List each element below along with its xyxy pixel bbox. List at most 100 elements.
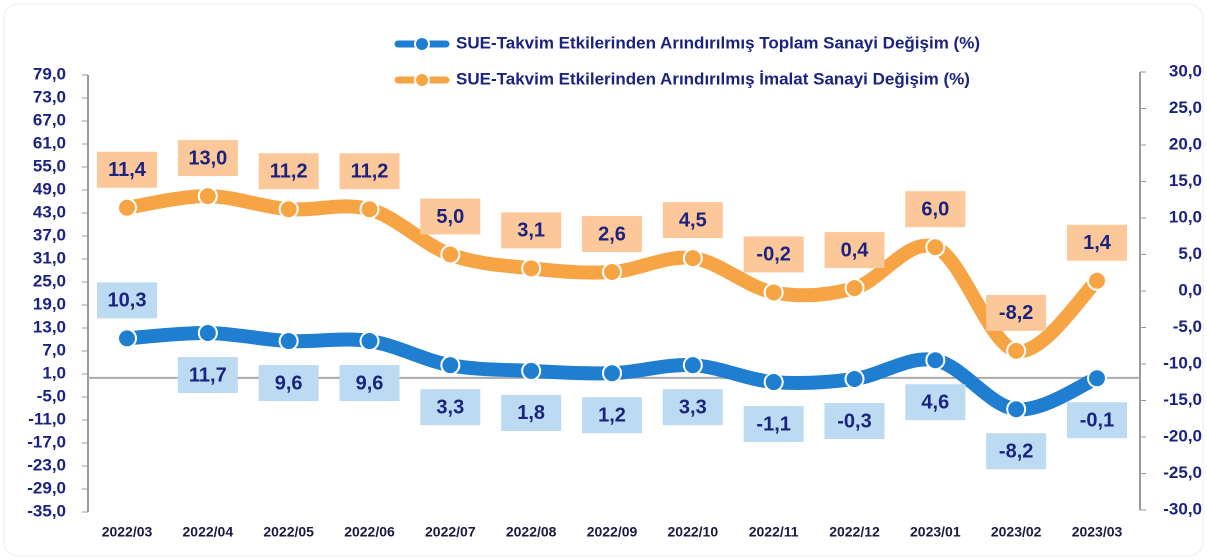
value-label-box [177,356,238,393]
point [1006,399,1027,420]
y-tick-label: 7,0 [42,340,66,359]
point [602,262,622,283]
y-tick-label: -11,0 [28,409,66,428]
point [602,363,622,384]
value-label-box [339,365,400,402]
point [278,199,299,220]
y-tick-label: -23,0 [27,455,66,474]
value-label-box [824,402,885,439]
value-label-box [420,389,481,426]
point [925,350,946,371]
y2-tick-label: -15,0 [1163,390,1202,409]
y2-tick-label: 15,0 [1169,171,1202,190]
y2-tick-label: -5,0 [1173,317,1202,336]
point [925,237,946,258]
y-tick-label: -29,0 [27,478,66,497]
y-tick-label: 49,0 [33,179,66,198]
value-label-box [582,397,642,434]
x-tick-label: 2022/12 [829,524,880,540]
y2-tick-label: 25,0 [1169,98,1202,117]
y2-tick-label: -30,0 [1163,499,1202,518]
point [682,248,703,269]
value-label-box [662,389,723,426]
value-label: 6,0 [921,198,949,220]
legend-marker [414,36,430,52]
x-tick-label: 2022/04 [183,524,234,540]
y-tick-label: 13,0 [33,317,66,336]
value-label-box [905,191,966,228]
value-label: 1,8 [517,402,545,424]
value-label-box [905,384,966,421]
value-label-box [1067,224,1127,261]
x-tick-label: 2022/07 [425,524,476,540]
point [1087,368,1107,389]
value-label-box [258,365,319,402]
value-label-box [743,236,804,273]
y-tick-label: 37,0 [33,225,66,244]
y2-tick-label: -25,0 [1163,463,1202,482]
y2-tick-label: 5,0 [1178,244,1202,263]
value-label-box [986,433,1047,470]
value-label-box [662,202,723,239]
point [763,372,784,393]
point [521,360,542,381]
y2-tick-label: -20,0 [1163,426,1202,445]
frame [3,3,1204,557]
y2-tick-label: -10,0 [1163,353,1202,372]
legend-label: SUE-Takvim Etkilerinden Arındırılmış Top… [456,33,980,52]
value-label: 0,4 [841,239,870,261]
y-tick-label: 25,0 [33,271,66,290]
y-tick-label: 55,0 [33,156,66,175]
value-label: 11,7 [189,364,227,386]
legend-marker [414,72,430,88]
y-tick-label: 31,0 [33,248,66,267]
x-tick-label: 2023/01 [910,524,961,540]
point [844,368,865,389]
value-label: 1,2 [598,405,626,427]
y2-tick-label: 30,0 [1169,61,1202,80]
y-tick-label: 19,0 [33,294,66,313]
x-tick-label: 2022/08 [506,524,557,540]
x-tick-label: 2022/11 [749,524,799,540]
point [117,197,137,218]
point [682,355,703,376]
legend-label: SUE-Takvim Etkilerinden Arındırılmış İma… [456,69,970,88]
point [197,322,218,343]
value-label: -0,2 [756,244,790,266]
point [521,258,542,279]
y2-tick-label: 0,0 [1178,280,1202,299]
value-label-box [824,232,885,269]
y2-tick-label: 20,0 [1169,134,1202,153]
value-label-box [501,394,562,431]
value-label-box [743,406,804,443]
value-label: 3,1 [517,220,545,242]
value-label: 1,4 [1083,232,1112,254]
y-tick-label: 67,0 [33,110,66,129]
value-label-box [582,216,642,253]
value-label: 4,5 [679,209,707,231]
value-label: 9,6 [356,372,384,394]
value-label: -1,1 [756,413,790,435]
x-tick-label: 2022/03 [102,524,153,540]
value-label: 3,3 [679,396,707,418]
value-label: 2,6 [598,223,626,245]
point [197,186,218,207]
y-tick-label: 79,0 [33,64,66,83]
point [359,199,380,220]
point [844,278,865,299]
value-label: -8,2 [999,441,1033,463]
value-label-box [339,153,400,190]
value-label-box [258,153,319,190]
x-tick-label: 2022/10 [668,524,719,540]
y-tick-label: 1,0 [42,363,66,382]
value-label: -8,2 [999,302,1033,324]
point [278,331,299,352]
y-tick-label: -17,0 [27,432,66,451]
point [117,328,137,349]
value-label: 9,6 [275,372,303,394]
point [440,355,461,376]
value-label: -0,1 [1080,409,1114,431]
point [763,282,784,303]
value-label-box [97,151,157,188]
